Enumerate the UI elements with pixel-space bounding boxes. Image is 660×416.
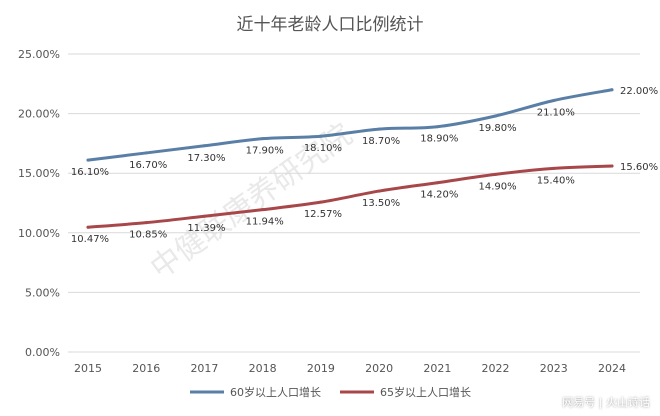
y-tick-label: 20.00% [18,108,60,121]
x-tick-label: 2024 [598,362,626,375]
x-tick-label: 2020 [365,362,393,375]
x-tick-label: 2021 [423,362,451,375]
data-point [319,134,323,138]
data-label: 10.47% [71,234,109,245]
data-label: 16.70% [129,160,167,171]
data-point [144,151,148,155]
data-point [261,137,265,141]
chart-title: 近十年老龄人口比例统计 [237,15,424,35]
data-label: 13.50% [362,198,400,209]
data-point [86,225,90,229]
data-point [552,166,556,170]
data-label: 21.10% [537,107,575,118]
data-label: 18.90% [420,134,458,145]
grid-lines [68,53,640,353]
data-label: 12.57% [304,209,342,220]
x-tick-label: 2023 [540,362,568,375]
y-tick-label: 15.00% [18,167,60,180]
data-label: 18.70% [362,136,400,147]
data-point [494,172,498,176]
data-point [435,125,439,129]
data-label: 11.94% [246,217,284,228]
data-point [377,127,381,131]
data-label: 10.85% [129,230,167,241]
data-label: 18.10% [304,143,342,154]
data-label: 15.40% [537,175,575,186]
legend: 60岁以上人口增长 65岁以上人口增长 [190,385,471,399]
series-line-2 [86,164,614,229]
data-point [494,114,498,118]
data-point [610,88,614,92]
data-point [610,164,614,168]
x-tick-label: 2018 [249,362,277,375]
data-point [435,181,439,185]
source-credit: 网易号 | 火山诗话 [562,396,650,409]
x-axis: 2015 2016 2017 2018 2019 2020 2021 2022 2023 2024 [74,362,626,375]
series-group: 16.10% 16.70% 17.30% 17.90% 18.10% 18.70% 18.9… [71,86,658,245]
x-tick-label: 2019 [307,362,335,375]
data-label: 22.00% [620,86,658,97]
data-point [86,158,90,162]
data-point [552,98,556,102]
data-point [319,200,323,204]
legend-label: 65岁以上人口增长 [380,385,471,399]
y-axis: 0.00% 5.00% 10.00% 15.00% 20.00% 25.00% [18,48,60,359]
data-point [377,189,381,193]
y-tick-label: 10.00% [18,227,60,240]
x-tick-label: 2016 [132,362,160,375]
data-label: 14.90% [478,181,516,192]
y-tick-label: 5.00% [25,286,60,299]
y-tick-label: 0.00% [25,346,60,359]
data-point [144,221,148,225]
data-label: 17.30% [187,153,225,164]
data-label: 19.80% [478,123,516,134]
x-tick-label: 2015 [74,362,102,375]
data-label: 11.39% [187,223,225,234]
series-line-1 [86,88,614,162]
x-tick-label: 2022 [482,362,510,375]
data-point [202,214,206,218]
data-point [202,144,206,148]
y-tick-label: 25.00% [18,48,60,61]
data-point [261,208,265,212]
legend-label: 60岁以上人口增长 [230,385,321,399]
x-tick-label: 2017 [190,362,218,375]
data-label: 17.90% [246,146,284,157]
data-label: 16.10% [71,167,109,178]
data-label: 15.60% [620,162,658,173]
data-label: 14.20% [420,190,458,201]
